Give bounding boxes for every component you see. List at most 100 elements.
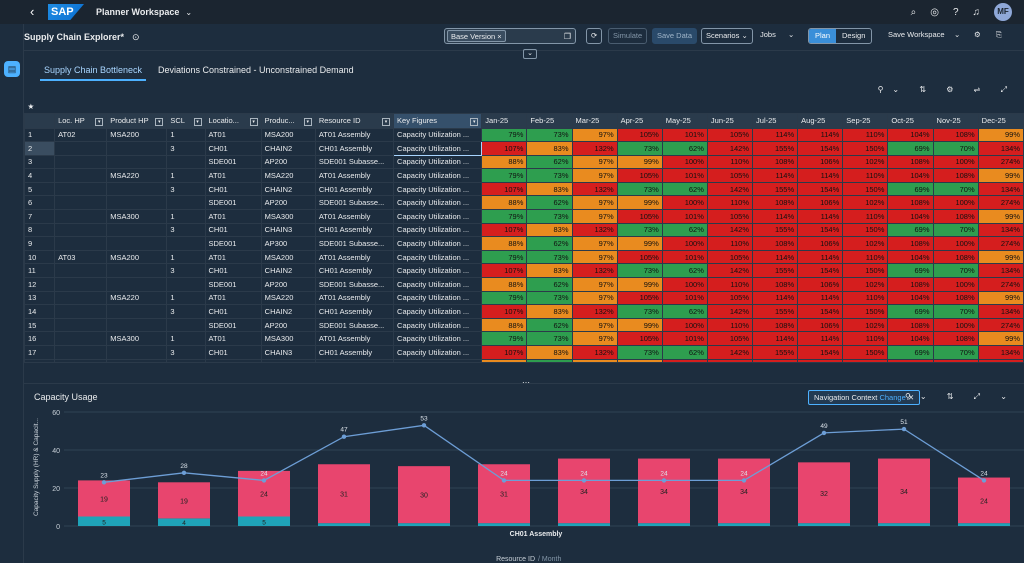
- value-cell[interactable]: 62%: [661, 141, 708, 156]
- dimension-cell[interactable]: CHAIN2: [260, 304, 316, 319]
- key-figure-cell[interactable]: Capacity Utilization ...: [393, 358, 483, 362]
- value-cell[interactable]: 154%: [797, 304, 844, 319]
- filter-icon[interactable]: ▾: [249, 117, 258, 126]
- key-figure-cell[interactable]: Capacity Utilization ...: [393, 168, 483, 183]
- dimension-cell[interactable]: 1: [166, 290, 206, 306]
- table-row[interactable]: 7 MSA300 1 AT01 MSA300 AT01 Assembly Capacity …: [24, 209, 1024, 224]
- table-row[interactable]: 9 SDE001 AP300 SDE001 Subasse... Capacity Ut…: [24, 236, 1024, 251]
- dimension-cell[interactable]: SDE001 Subasse...: [314, 154, 395, 170]
- value-cell[interactable]: 132%: [571, 345, 618, 360]
- dimension-cell[interactable]: CHAIN3: [260, 345, 316, 360]
- value-cell[interactable]: 79%: [481, 249, 528, 265]
- table-row[interactable]: 12 SDE001 AP200 SDE001 Subasse... Capacity U…: [24, 277, 1024, 292]
- dimension-cell[interactable]: 3: [166, 345, 206, 360]
- dimension-cell[interactable]: MSA200: [106, 249, 168, 265]
- table-row[interactable]: 11 3 CH01 CHAIN2 CH01 Assembly Capacity Utili…: [24, 263, 1024, 279]
- bell-icon[interactable]: ♫: [972, 6, 981, 18]
- value-cell[interactable]: 150%: [842, 263, 889, 279]
- value-cell[interactable]: 106%: [797, 195, 844, 211]
- column-header[interactable]: SCL ▾: [166, 112, 206, 129]
- grid-toolbar-icons[interactable]: ⚲⌄ ⇅ ⚙ ⇌ ⤢: [877, 85, 1016, 94]
- value-cell[interactable]: 73%: [526, 168, 573, 183]
- value-cell[interactable]: 274%: [977, 154, 1024, 170]
- help-icon[interactable]: ?: [952, 6, 959, 18]
- value-cell[interactable]: 108%: [752, 277, 799, 292]
- save-chevron-icon[interactable]: ⌄: [954, 30, 961, 39]
- panel-icon[interactable]: ▤: [4, 61, 20, 77]
- table-row[interactable]: 4 MSA220 1 AT01 MSA220 AT01 Assembly Capacity …: [24, 168, 1024, 183]
- value-cell[interactable]: 105%: [706, 209, 754, 224]
- value-cell[interactable]: 101%: [661, 209, 708, 224]
- value-cell[interactable]: 134%: [977, 345, 1024, 360]
- dimension-cell[interactable]: [106, 141, 168, 156]
- dimension-cell[interactable]: MSA220: [260, 290, 316, 306]
- column-header[interactable]: Aug-25: [797, 112, 844, 129]
- dimension-cell[interactable]: MSA300: [260, 331, 316, 346]
- dimension-cell[interactable]: SDE001: [204, 317, 262, 333]
- value-cell[interactable]: 62%: [661, 304, 708, 319]
- value-cell[interactable]: 100%: [661, 236, 708, 251]
- plan-button[interactable]: Plan: [809, 29, 837, 43]
- value-cell[interactable]: 70%: [932, 141, 979, 156]
- value-cell[interactable]: 114%: [752, 331, 799, 346]
- value-cell[interactable]: 73%: [526, 127, 573, 143]
- dimension-cell[interactable]: [166, 154, 206, 170]
- app-title[interactable]: Planner Workspace: [96, 7, 180, 17]
- edit-icon[interactable]: ⊙: [132, 31, 140, 42]
- dimension-cell[interactable]: AT01: [204, 127, 262, 143]
- dimension-cell[interactable]: CHAIN2: [260, 181, 316, 197]
- value-cell[interactable]: 104%: [887, 290, 934, 306]
- value-cell[interactable]: 108%: [887, 317, 934, 333]
- value-cell[interactable]: 114%: [752, 209, 799, 224]
- value-cell[interactable]: 114%: [752, 290, 799, 306]
- dimension-cell[interactable]: [106, 236, 168, 251]
- value-cell[interactable]: 100%: [932, 195, 979, 211]
- value-cell[interactable]: 88%: [481, 195, 528, 211]
- column-header[interactable]: Jan-25: [481, 112, 528, 129]
- dimension-cell[interactable]: AP200: [260, 154, 316, 170]
- value-cell[interactable]: 154%: [797, 263, 844, 279]
- key-figure-cell[interactable]: Capacity Utilization ...: [393, 222, 483, 238]
- table-row[interactable]: 13 MSA220 1 AT01 MSA220 AT01 Assembly Capacity…: [24, 290, 1024, 306]
- table-row[interactable]: 2 3 CH01 CHAIN2 CH01 Assembly Capacity Utiliz…: [24, 141, 1024, 156]
- dimension-cell[interactable]: AT01: [204, 168, 262, 183]
- dimension-cell[interactable]: CH01 Assembly: [314, 222, 395, 238]
- value-cell[interactable]: 62%: [661, 345, 708, 360]
- value-cell[interactable]: 99%: [616, 154, 663, 170]
- value-cell[interactable]: 154%: [797, 345, 844, 360]
- filter-icon[interactable]: ▾: [382, 117, 391, 126]
- dimension-cell[interactable]: [106, 263, 168, 279]
- column-header[interactable]: Dec-25: [977, 112, 1024, 129]
- filter-icon[interactable]: ▾: [303, 117, 312, 126]
- dimension-cell[interactable]: [54, 277, 108, 292]
- more-chevron-icon[interactable]: ⌄: [788, 30, 795, 39]
- dimension-cell[interactable]: CH01 Assembly: [314, 141, 395, 156]
- value-cell[interactable]: 107%: [481, 141, 528, 156]
- value-cell[interactable]: 97%: [571, 168, 618, 183]
- value-cell[interactable]: 107%: [481, 304, 528, 319]
- table-row[interactable]: 3 SDE001 AP200 SDE001 Subasse... Capacity Ut…: [24, 154, 1024, 170]
- value-cell[interactable]: 114%: [797, 290, 844, 306]
- value-cell[interactable]: 73%: [526, 209, 573, 224]
- value-cell[interactable]: 154%: [797, 181, 844, 197]
- dimension-cell[interactable]: SDE001 Subasse...: [314, 236, 395, 251]
- dimension-cell[interactable]: [106, 345, 168, 360]
- dimension-cell[interactable]: AP300: [260, 236, 316, 251]
- filter-icon[interactable]: ▾: [193, 117, 202, 126]
- column-header[interactable]: Jul-25: [752, 112, 799, 129]
- value-cell[interactable]: 83%: [526, 141, 573, 156]
- value-cell[interactable]: 69%: [887, 263, 934, 279]
- dimension-cell[interactable]: MSA200: [106, 127, 168, 143]
- filter-icon[interactable]: ▾: [155, 117, 164, 126]
- dimension-cell[interactable]: CH01: [204, 263, 262, 279]
- search-icon[interactable]: ⌕: [910, 6, 917, 18]
- value-cell[interactable]: 154%: [797, 222, 844, 238]
- value-cell[interactable]: 108%: [887, 195, 934, 211]
- value-cell[interactable]: 70%: [932, 263, 979, 279]
- value-cell[interactable]: 114%: [797, 209, 844, 224]
- value-cell[interactable]: 88%: [481, 154, 528, 170]
- value-cell[interactable]: 79%: [481, 209, 528, 224]
- value-cell[interactable]: 73%: [616, 222, 663, 238]
- value-cell[interactable]: 73%: [526, 290, 573, 306]
- value-cell[interactable]: 79%: [481, 331, 528, 346]
